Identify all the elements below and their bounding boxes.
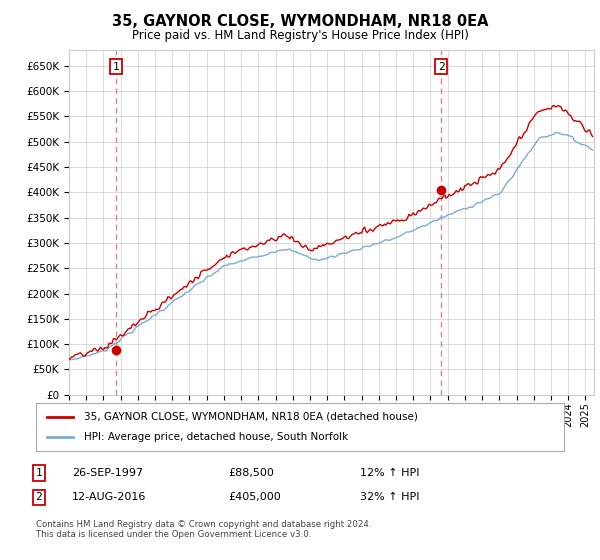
Text: 1: 1: [35, 468, 43, 478]
Text: 12% ↑ HPI: 12% ↑ HPI: [360, 468, 419, 478]
Text: Price paid vs. HM Land Registry's House Price Index (HPI): Price paid vs. HM Land Registry's House …: [131, 29, 469, 42]
Text: 1: 1: [113, 62, 119, 72]
Text: Contains HM Land Registry data © Crown copyright and database right 2024.
This d: Contains HM Land Registry data © Crown c…: [36, 520, 371, 539]
Text: 2: 2: [438, 62, 445, 72]
Text: 12-AUG-2016: 12-AUG-2016: [72, 492, 146, 502]
Text: 32% ↑ HPI: 32% ↑ HPI: [360, 492, 419, 502]
Text: £405,000: £405,000: [228, 492, 281, 502]
Text: 2: 2: [35, 492, 43, 502]
Text: HPI: Average price, detached house, South Norfolk: HPI: Average price, detached house, Sout…: [83, 432, 348, 442]
Text: 35, GAYNOR CLOSE, WYMONDHAM, NR18 0EA (detached house): 35, GAYNOR CLOSE, WYMONDHAM, NR18 0EA (d…: [83, 412, 418, 422]
Text: 35, GAYNOR CLOSE, WYMONDHAM, NR18 0EA: 35, GAYNOR CLOSE, WYMONDHAM, NR18 0EA: [112, 14, 488, 29]
Text: 26-SEP-1997: 26-SEP-1997: [72, 468, 143, 478]
Text: £88,500: £88,500: [228, 468, 274, 478]
